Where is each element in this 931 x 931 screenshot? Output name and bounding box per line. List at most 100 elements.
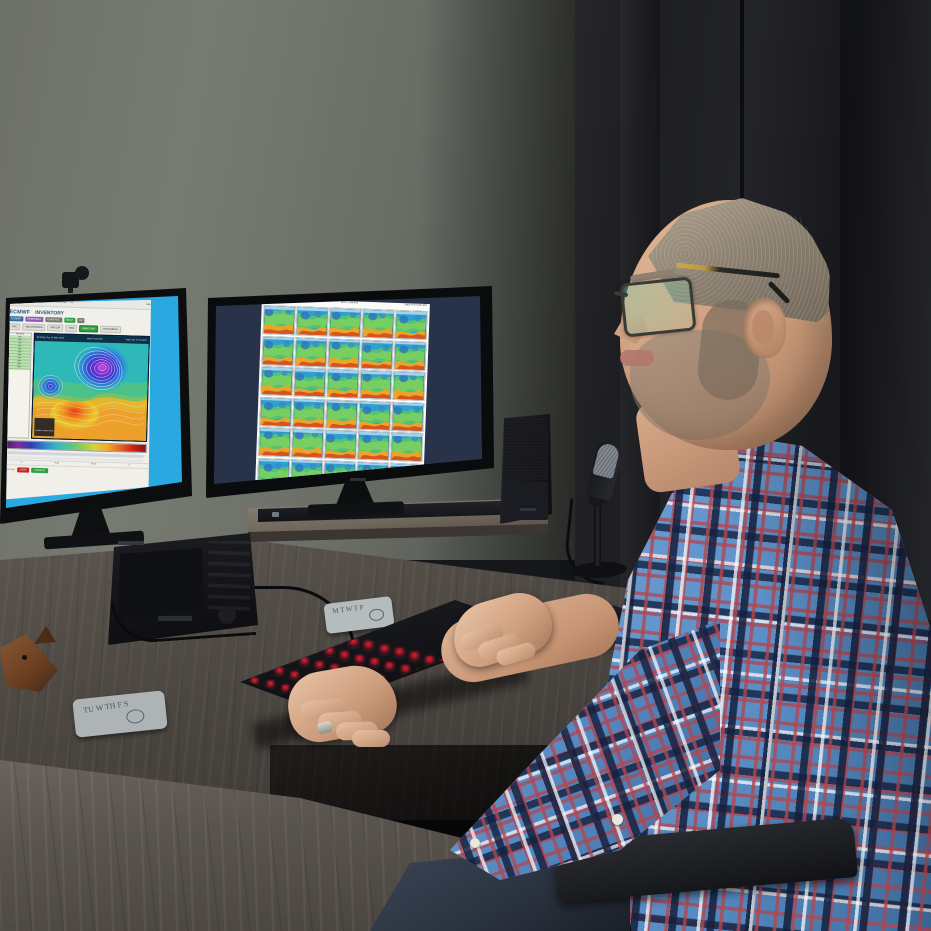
footer-options-label: OPTIONS [6, 468, 16, 471]
ensemble-member-thumbnail[interactable] [294, 336, 328, 367]
ensemble-member-thumbnail[interactable] [291, 428, 324, 459]
param-button-3[interactable]: T850 [65, 325, 77, 332]
ensemble-member-thumbnail[interactable] [292, 397, 326, 428]
ensemble-member-thumbnail[interactable] [324, 429, 358, 460]
keyboard-key[interactable] [379, 644, 389, 654]
ensemble-member-thumbnail[interactable] [357, 430, 391, 461]
model-button-op[interactable]: OP [77, 318, 85, 323]
member-map [294, 368, 326, 397]
member-map [296, 307, 328, 336]
page-title-section: INVENTORY [35, 309, 65, 317]
playback-button[interactable]: >> [127, 464, 131, 467]
coaster-ring-stain [125, 708, 146, 725]
center-monitor-screen[interactable]: GEFS 00z Tue 14 NOV 2023 MSLP / 500 hPa … [214, 296, 482, 484]
keyboard-key[interactable] [251, 677, 259, 686]
keyboard-key[interactable] [275, 667, 284, 676]
hours-row[interactable]: 060 [8, 366, 30, 370]
ensemble-member-thumbnail[interactable] [295, 306, 329, 337]
ensemble-member-thumbnail[interactable] [259, 396, 292, 427]
animate-button[interactable]: ANIMATE [31, 468, 48, 473]
browser-help-link[interactable]: Help [145, 302, 151, 307]
ensemble-member-thumbnail[interactable] [390, 431, 424, 462]
ensemble-member-thumbnail[interactable] [361, 308, 395, 339]
ensemble-member-thumbnail[interactable] [358, 400, 392, 431]
radio-keypad[interactable] [208, 541, 250, 611]
playback-button[interactable]: RUN [54, 462, 60, 465]
ensemble-member-thumbnail[interactable] [260, 366, 294, 397]
keyboard-key[interactable] [349, 637, 359, 647]
speaker-brand-logo [520, 508, 536, 511]
ensemble-member-thumbnail[interactable] [392, 370, 426, 402]
member-map [359, 401, 391, 430]
member-map [362, 309, 394, 338]
keyboard-key[interactable] [400, 665, 410, 675]
left-monitor-screen[interactable]: Map GFS ECM Ens Charts Soundings Sat Hel… [6, 296, 182, 508]
keyboard-key[interactable] [315, 661, 324, 670]
ensemble-member-thumbnail[interactable] [391, 401, 425, 432]
radio-dpad-icon[interactable] [218, 606, 236, 624]
keyboard-key[interactable] [410, 652, 419, 661]
keyboard-key[interactable] [266, 681, 274, 689]
ensemble-member-thumbnail[interactable] [328, 307, 362, 338]
model-button-mslp[interactable]: MSLP [64, 318, 75, 323]
webcam-lens-icon [75, 266, 89, 280]
ensemble-member-thumbnail[interactable] [325, 398, 359, 430]
radio-screen[interactable] [118, 548, 204, 618]
keyboard-key[interactable] [339, 651, 349, 660]
keyboard-key[interactable] [425, 655, 435, 665]
param-button-1[interactable]: MSLP/500HPA [22, 323, 45, 331]
hours-panel[interactable]: HOURS 000 006 012 018 024 030 036 042 048 054 060 [6, 332, 32, 439]
radio-brand-logo [118, 541, 144, 545]
microphone-pole [594, 500, 601, 566]
ear-inner [752, 310, 774, 344]
model-button-control[interactable]: CONTROL [45, 317, 62, 322]
model-button-ecmwf[interactable]: ECMWF [9, 316, 23, 321]
stop-button[interactable]: STOP [17, 467, 30, 472]
playback-button[interactable]: << [20, 461, 23, 464]
center-monitor-brand-logo [350, 478, 366, 481]
radio-model-logo [158, 616, 192, 621]
member-map [326, 399, 358, 429]
keyboard-key[interactable] [281, 684, 290, 693]
browser-tab[interactable]: Sat [69, 300, 74, 304]
ensemble-member-thumbnail[interactable] [359, 369, 393, 400]
weather-map[interactable]: ECM 00z Tue 14 NOV 2023 MSLP / 500 hPa V… [31, 333, 150, 442]
param-button-4[interactable]: WIND 10M [79, 325, 98, 333]
playback-button[interactable]: PLAY [90, 463, 97, 466]
keyboard-key[interactable] [394, 648, 404, 658]
ensemble-member-thumbnail[interactable] [262, 305, 296, 336]
member-map [295, 337, 327, 366]
keyboard-key[interactable] [290, 671, 299, 680]
ensemble-grid-page[interactable]: GEFS 00z Tue 14 NOV 2023 MSLP / 500 hPa … [255, 298, 430, 484]
weather-map-credit: weather model chart [34, 418, 55, 437]
keyboard-key[interactable] [364, 641, 374, 651]
ensemble-member-thumbnail[interactable] [393, 340, 427, 371]
ensemble-member-thumbnail[interactable] [258, 426, 291, 458]
member-map [292, 429, 323, 458]
ensemble-member-thumbnail[interactable] [261, 335, 295, 366]
webcam-mount [68, 285, 73, 293]
member-map [393, 371, 425, 400]
keyboard-key[interactable] [324, 647, 334, 657]
keyboard-key[interactable] [370, 658, 379, 668]
member-map [394, 341, 426, 370]
keyboard-key[interactable] [355, 654, 364, 664]
keyboard-key[interactable] [300, 657, 309, 666]
ensemble-member-grid[interactable] [255, 304, 429, 484]
ensemble-member-thumbnail[interactable] [360, 339, 394, 370]
keyboard-key[interactable] [385, 661, 395, 671]
map-header-left: ECM 00z Tue 14 NOV 2023 [36, 336, 64, 340]
member-map [325, 430, 356, 459]
page-body: HOURS 000 006 012 018 024 030 036 042 048 054 060 … [6, 332, 153, 442]
model-button-ensemble[interactable]: ENSEMBLE [25, 317, 43, 323]
ensemble-member-thumbnail[interactable] [293, 367, 327, 398]
ensemble-member-thumbnail[interactable] [326, 368, 360, 399]
ensemble-member-thumbnail[interactable] [327, 337, 361, 369]
ecmwf-inventory-page[interactable]: Map GFS ECM Ens Charts Soundings Sat Hel… [6, 296, 154, 504]
param-button-5[interactable]: THICKNESS [100, 326, 121, 334]
ensemble-member-thumbnail[interactable] [394, 309, 428, 341]
ensemble-header-center: MSLP / 500 hPa [341, 301, 358, 305]
param-button-0[interactable]: SFC [9, 323, 20, 330]
param-button-2[interactable]: PRECIP [47, 324, 63, 331]
hours-row-list[interactable]: 000 006 012 018 024 030 036 042 048 054 060 [8, 336, 31, 370]
